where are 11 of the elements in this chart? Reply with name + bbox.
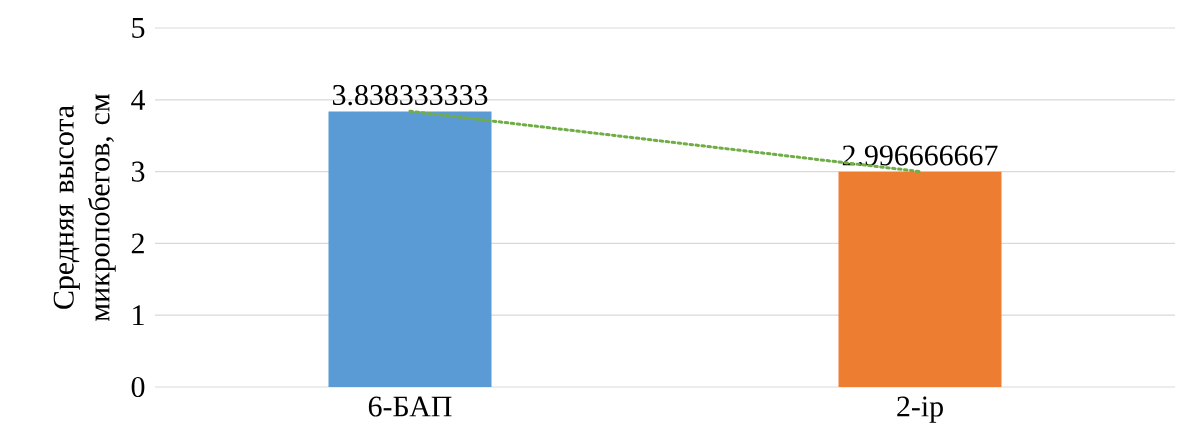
data-label: 2.996666667	[842, 145, 998, 166]
y-tick-label: 5	[132, 18, 145, 38]
y-tick-label: 3	[131, 161, 145, 182]
y-tick-label: 4	[131, 89, 146, 110]
y-tick-label: 0	[131, 376, 145, 398]
x-tick-label: 2-ip	[897, 396, 943, 423]
data-label: 3.838333333	[332, 84, 488, 106]
y-tick-label: 1	[133, 305, 144, 326]
y-tick-label: 2	[131, 233, 144, 254]
y-axis-title: Средняя высота микропобегов, см	[53, 93, 116, 322]
x-tick-label: 6-БАП	[368, 396, 452, 417]
